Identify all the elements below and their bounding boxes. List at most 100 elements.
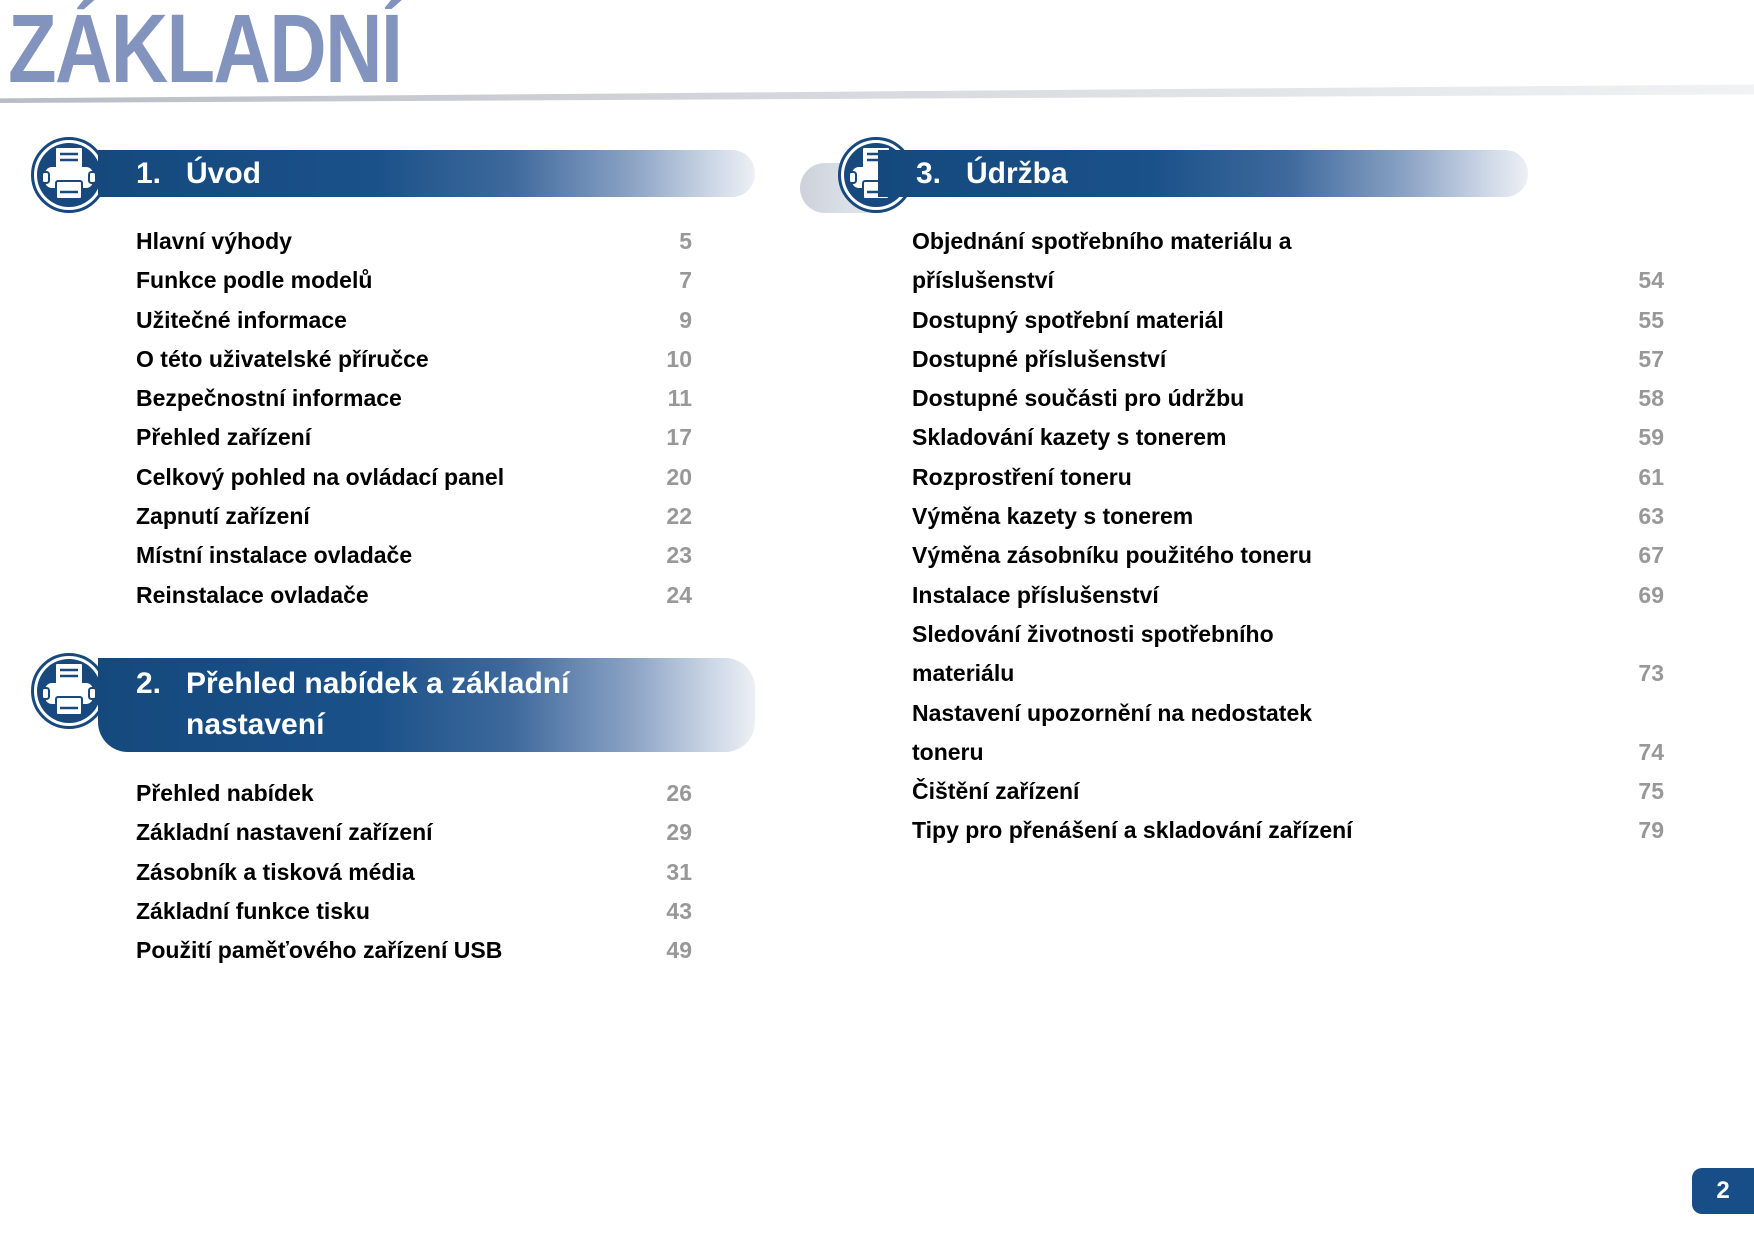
toc-entry-page: 26 [666,780,692,806]
toc-entry-label: Místní instalace ovladače [136,542,413,569]
toc-entry-label: Sledování životnosti spotřebního [912,620,1274,647]
toc-entry-label: Přehled nabídek [136,780,314,806]
toc-entry[interactable]: Čištění zařízení 75 [912,772,1664,811]
toc-entry-label: Hlavní výhody [136,228,292,254]
toc-entry-label: Výměna kazety s tonerem [912,503,1194,530]
toc-entry[interactable]: Přehled nabídek 26 [136,774,692,813]
toc-entry-label: Celkový pohled na ovládací panel [136,463,505,490]
toc-entry[interactable]: Objednání spotřebního materiálu a přísluš… [912,222,1664,301]
toc-entry[interactable]: Bezpečnostní informace 11 [136,379,692,418]
toc-entry-label: Dostupné součásti pro údržbu [912,385,1245,412]
toc-entry-label: Objednání spotřebního materiálu a [912,228,1292,254]
section-header[interactable]: 1. Úvod [98,150,755,197]
toc-entry-label: Užitečné informace [136,306,347,333]
toc-entry-label: Zásobník a tisková média [136,858,415,885]
toc-entry[interactable]: Místní instalace ovladače 23 [136,536,692,575]
toc-entry-page: 67 [1638,542,1664,569]
toc-entry-page: 73 [1638,660,1664,687]
toc-entry-page: 43 [666,897,692,924]
toc-entry-page: 5 [679,228,692,254]
toc-entry-page: 69 [1638,581,1664,608]
toc-entry-page: 63 [1638,503,1664,530]
toc-entry-label: Tipy pro přenášení a skladování zařízení [912,817,1353,844]
toc-entry-page: 10 [666,345,692,372]
section-header[interactable]: 2. Přehled nabídek a základní nastavení [98,658,755,752]
toc-entry[interactable]: Základní nastavení zařízení 29 [136,813,692,852]
toc-entry[interactable]: Zásobník a tisková média 31 [136,853,692,892]
printer-icon [30,136,108,214]
section-number: 1. [136,156,162,190]
section-number: 3. [916,156,942,190]
toc-entry-label: Základní nastavení zařízení [136,819,433,846]
section-header[interactable]: 3. Údržba [878,150,1528,197]
toc-entry[interactable]: Výměna zásobníku použitého toneru 67 [912,536,1664,575]
toc-entry-page: 59 [1638,424,1664,451]
toc-entry[interactable]: Zapnutí zařízení 22 [136,497,692,536]
toc-entry-label: Přehled zařízení [136,424,312,451]
section-number: 2. [136,667,162,700]
toc-entry-label: Zapnutí zařízení [136,503,310,530]
section-entries: Objednání spotřebního materiálu a přísluš… [912,222,1664,851]
toc-entry[interactable]: Dostupné součásti pro údržbu 58 [912,379,1664,418]
toc-entry-page: 31 [666,858,692,885]
toc-entry-label: Bezpečnostní informace [136,385,402,412]
toc-entry[interactable]: Sledování životnosti spotřebního materiál… [912,615,1664,694]
toc-entry[interactable]: Celkový pohled na ovládací panel 20 [136,458,692,497]
toc-entry[interactable]: Hlavní výhody 5 [136,222,692,261]
printer-icon [30,652,108,730]
section-title: Úvod [186,157,261,190]
toc-entry-label: materiálu [912,660,1015,687]
toc-entry-label: Čištění zařízení [912,778,1080,805]
toc-entry[interactable]: Reinstalace ovladače 24 [136,576,692,615]
toc-entry-page: 57 [1638,345,1664,372]
section-title-line2: nastavení [186,708,325,741]
toc-entry[interactable]: Funkce podle modelů 7 [136,261,692,300]
page-number-badge: 2 [1692,1168,1754,1214]
section-title: Přehled nabídek a základní [186,667,570,700]
toc-entry[interactable]: Rozprostření toneru 61 [912,458,1664,497]
toc-entry-page: 24 [666,581,692,608]
toc-entry-page: 58 [1638,385,1664,412]
toc-entry[interactable]: Dostupný spotřební materiál 55 [912,301,1664,340]
toc-entry-label: Použití paměťového zařízení USB [136,937,503,964]
toc-entry-page: 49 [666,937,692,964]
toc-entry-label: Dostupný spotřební materiál [912,306,1224,333]
toc-entry-page: 75 [1638,778,1664,805]
toc-entry-page: 23 [666,542,692,569]
toc-entry[interactable]: Instalace příslušenství 69 [912,576,1664,615]
toc-entry-label: Funkce podle modelů [136,267,373,294]
toc-entry-page: 79 [1638,817,1664,844]
toc-entry-page: 61 [1638,463,1664,490]
toc-entry-page: 74 [1638,738,1664,765]
toc-entry-label: Nastavení upozornění na nedostatek [912,699,1313,726]
toc-entry-page: 20 [666,463,692,490]
toc-entry-page: 7 [679,267,692,294]
toc-entry[interactable]: Užitečné informace 9 [136,301,692,340]
toc-entry[interactable]: Dostupné příslušenství 57 [912,340,1664,379]
section-title: Údržba [966,157,1068,190]
toc-entry-page: 29 [666,819,692,846]
toc-entry-page: 11 [667,385,692,412]
toc-entry[interactable]: Skladování kazety s tonerem 59 [912,418,1664,457]
toc-entry-label: toneru [912,738,984,765]
toc-entry[interactable]: Výměna kazety s tonerem 63 [912,497,1664,536]
toc-entry[interactable]: Přehled zařízení 17 [136,418,692,457]
toc-entry-label: Výměna zásobníku použitého toneru [912,542,1312,569]
toc-entry-label: O této uživatelské příručce [136,345,429,372]
toc-entry[interactable]: Použití paměťového zařízení USB 49 [136,931,692,970]
toc-entry[interactable]: Základní funkce tisku 43 [136,892,692,931]
toc-entry-label: Instalace příslušenství [912,581,1159,608]
toc-entry-page: 22 [666,503,692,530]
toc-entry-label: Dostupné příslušenství [912,345,1167,372]
toc-entry-label: Rozprostření toneru [912,463,1132,490]
toc-entry[interactable]: O této uživatelské příručce 10 [136,340,692,379]
toc-entry-page: 54 [1638,267,1664,294]
toc-entry-label: Reinstalace ovladače [136,581,369,608]
toc-entry-label: Skladování kazety s tonerem [912,424,1227,451]
toc-entry[interactable]: Nastavení upozornění na nedostatek toneru… [912,694,1664,773]
section-entries: Hlavní výhody 5 Funkce podle modelů 7 Užiteč… [136,222,692,615]
toc-entry-page: 9 [679,306,692,333]
page-title: ZÁKLADNÍ [8,0,403,103]
toc-entry-page: 55 [1638,306,1664,333]
toc-entry[interactable]: Tipy pro přenášení a skladování zařízení… [912,811,1664,850]
